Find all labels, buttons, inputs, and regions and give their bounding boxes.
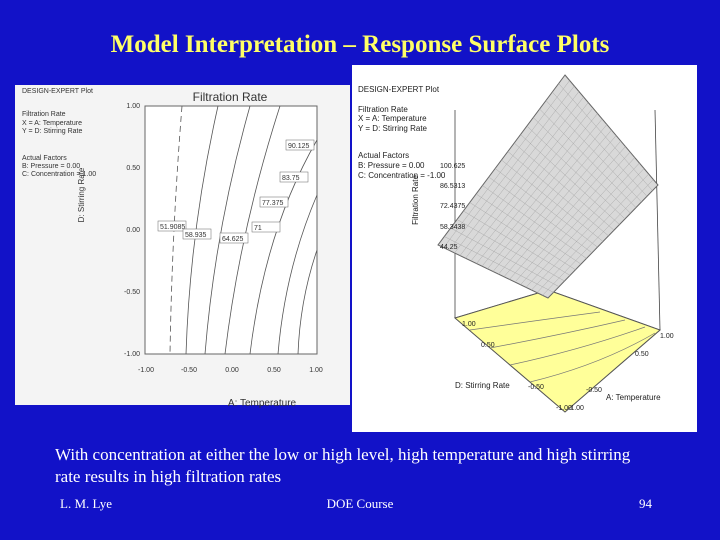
a-tick-label: 1.00 xyxy=(660,333,674,340)
mesh-line xyxy=(498,135,617,275)
header-line: DESIGN-EXPERT Plot xyxy=(22,88,93,95)
header-line: B: Pressure = 0.00 xyxy=(22,163,80,170)
d-tick-label: 0.50 xyxy=(481,342,495,349)
d-axis-label: D: Stirring Rate xyxy=(455,381,510,390)
footer-page: 94 xyxy=(639,496,653,511)
header-line: Y = D: Stirring Rate xyxy=(22,128,82,135)
footer-author: L. M. Lye xyxy=(60,496,112,511)
contour-label-box xyxy=(279,171,309,183)
surface-mesh xyxy=(443,80,654,296)
a-tick-label: 0.50 xyxy=(635,351,649,358)
slide-title: Model Interpretation – Response Surface … xyxy=(111,31,610,58)
y-tick-label: -0.50 xyxy=(124,289,140,296)
d-tick-label: -0.50 xyxy=(528,384,544,391)
body-text: With concentration at either the low or … xyxy=(55,445,631,486)
left-header: DESIGN-EXPERT Plot Filtration Rate X = A: … xyxy=(22,88,96,178)
y-tick-label: 0.50 xyxy=(126,165,140,172)
contour-title: Filtration Rate xyxy=(193,90,268,104)
z-tick-label: 86.5313 xyxy=(440,183,465,190)
x-axis-label: A: Temperature xyxy=(228,398,297,409)
y-tick-label: -1.00 xyxy=(124,351,140,358)
header-line: B: Pressure = 0.00 xyxy=(358,161,425,170)
left-ticks: 1.00 0.50 0.00 -0.50 -1.00 -1.00 -0.50 0.00 0.50… xyxy=(124,103,323,374)
y-axis-label: D: Stirring Rate xyxy=(77,167,86,222)
mesh-line xyxy=(542,179,654,296)
header-line: Filtration Rate xyxy=(358,105,408,114)
x-tick-label: -0.50 xyxy=(181,367,197,374)
z-tick-label: 58.3438 xyxy=(440,224,465,231)
a-tick-label: -1.00 xyxy=(568,405,584,412)
header-line: C: Concentration = -1.00 xyxy=(358,171,446,180)
mesh-line xyxy=(450,227,560,287)
y-tick-label: 1.00 xyxy=(126,103,140,110)
a-tick-label: -0.50 xyxy=(586,387,602,394)
contour-label-box xyxy=(251,221,281,233)
base-contours xyxy=(469,311,656,383)
contour-label: 83.75 xyxy=(282,175,300,182)
mesh-line xyxy=(514,151,631,283)
mesh-line xyxy=(525,162,640,288)
x-tick-label: 0.50 xyxy=(267,367,281,374)
contour-label: 58.935 xyxy=(185,232,207,239)
mesh-line xyxy=(531,168,645,291)
x-tick-label: 1.00 xyxy=(309,367,323,374)
header-line: X = A: Temperature xyxy=(22,120,82,127)
z-tick-label: 44.25 xyxy=(440,244,458,251)
mesh-line xyxy=(463,210,571,276)
contour-label-box xyxy=(259,196,289,208)
z-tick-label: 100.625 xyxy=(440,163,465,170)
mesh-line xyxy=(482,185,587,259)
mesh-line xyxy=(488,176,593,254)
contour-label-box xyxy=(285,139,315,151)
d-tick-label: 1.00 xyxy=(462,321,476,328)
mesh-line xyxy=(536,173,649,293)
x-tick-label: 0.00 xyxy=(225,367,239,374)
contour-label-box xyxy=(157,220,187,232)
right-ticks: 100.625 86.5313 72.4375 58.3438 44.25 1.00 0.5… xyxy=(440,163,674,412)
contour-label: 77.375 xyxy=(262,200,284,207)
mesh-line xyxy=(503,140,621,277)
contour-base xyxy=(453,289,661,413)
response-surface xyxy=(437,74,659,299)
mesh-line xyxy=(501,159,604,242)
y-tick-label: 0.00 xyxy=(126,227,140,234)
contour-label-box xyxy=(182,228,212,240)
a-axis-label: A: Temperature xyxy=(606,393,661,402)
contour-label: 51.9085 xyxy=(160,224,185,231)
mesh-line xyxy=(509,146,626,280)
header-line: Y = D: Stirring Rate xyxy=(358,124,428,133)
header-line: Actual Factors xyxy=(358,151,409,160)
header-line: DESIGN-EXPERT Plot xyxy=(358,85,440,94)
z-axis-label: Filtration Rate xyxy=(411,175,420,225)
header-line: Actual Factors xyxy=(22,155,67,162)
mesh-line xyxy=(494,168,598,248)
header-line: Filtration Rate xyxy=(22,111,66,118)
contour-label: 90.125 xyxy=(288,143,310,150)
mesh-line xyxy=(444,236,554,293)
x-tick-label: -1.00 xyxy=(138,367,154,374)
contour-label: 71 xyxy=(254,225,262,232)
header-line: X = A: Temperature xyxy=(358,114,427,123)
z-tick-label: 72.4375 xyxy=(440,203,465,210)
header-line: C: Concentration = 1.00 xyxy=(22,171,96,178)
contour-label: 64.625 xyxy=(222,236,244,243)
mesh-line xyxy=(469,202,576,270)
mesh-line xyxy=(456,219,565,282)
contour-label-box xyxy=(219,232,249,244)
footer-course: DOE Course xyxy=(327,496,394,511)
mesh-line xyxy=(475,193,582,265)
d-tick-label: -1.00 xyxy=(556,405,572,412)
mesh-line xyxy=(520,157,635,285)
